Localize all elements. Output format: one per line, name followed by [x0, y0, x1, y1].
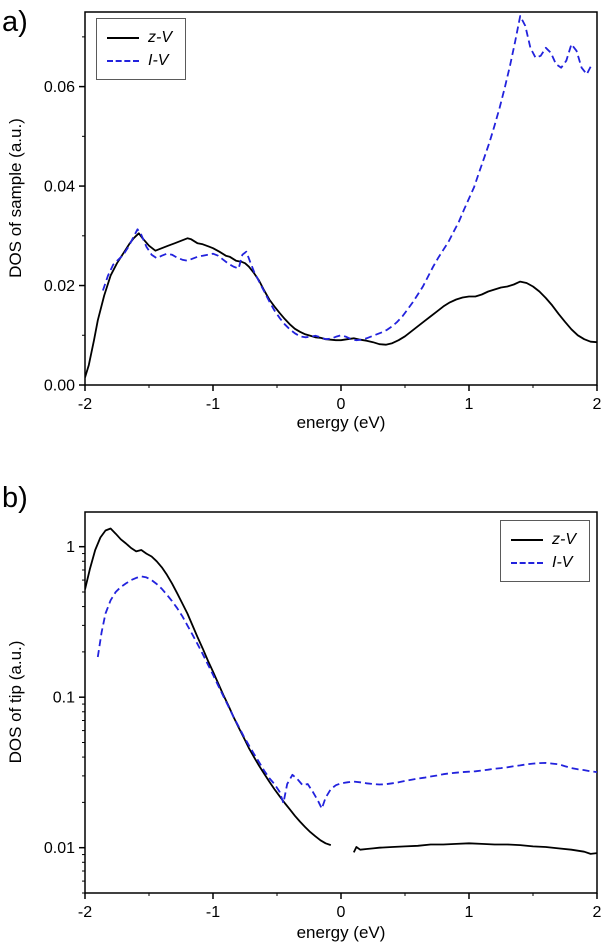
svg-text:1: 1 [465, 396, 474, 413]
legend-line-solid [107, 36, 139, 39]
panel-b-y-axis-title: DOS of tip (a.u.) [6, 640, 25, 764]
panel-a-y-axis-title: DOS of sample (a.u.) [6, 118, 25, 278]
svg-text:0: 0 [337, 396, 346, 413]
legend-line-solid [511, 538, 543, 541]
svg-text:1: 1 [465, 904, 474, 921]
svg-text:0.1: 0.1 [53, 690, 75, 707]
svg-text:-2: -2 [78, 396, 92, 413]
panel-b: -2 -1 0 1 2 0.01 0.1 1 b) DOS of tip (a.u.) ene… [0, 470, 605, 951]
svg-text:2: 2 [593, 396, 602, 413]
svg-text:2: 2 [593, 904, 602, 921]
svg-text:-2: -2 [78, 904, 92, 921]
legend-entry: I-V [511, 551, 576, 574]
panel-a-svg: -2 -1 0 1 2 0.00 0.02 0.04 0.06 [44, 11, 602, 413]
svg-text:0.02: 0.02 [44, 278, 75, 295]
panel-a-x-axis-title: energy (eV) [296, 413, 386, 432]
legend-entry: z-V [511, 528, 576, 551]
svg-text:0: 0 [337, 904, 346, 921]
svg-text:1: 1 [66, 539, 75, 556]
legend-entry: z-V [107, 26, 172, 49]
panel-b-label: b) [2, 482, 28, 514]
panel-a: -2 -1 0 1 2 0.00 0.02 0.04 0.06 a) DOS of sample… [0, 0, 605, 470]
legend-label-zv: z-V [552, 530, 576, 548]
svg-text:0.01: 0.01 [44, 840, 75, 857]
panel-b-svg: -2 -1 0 1 2 0.01 0.1 1 [44, 511, 602, 921]
svg-text:-1: -1 [206, 904, 220, 921]
svg-text:0.06: 0.06 [44, 79, 75, 96]
panel-b-x-axis-title: energy (eV) [296, 923, 386, 942]
legend-line-dashed [511, 561, 543, 564]
svg-text:0.04: 0.04 [44, 179, 75, 196]
panel-b-legend: z-V I-V [500, 520, 590, 582]
legend-label-iv: I-V [552, 553, 573, 571]
legend-line-dashed [107, 59, 139, 62]
legend-label-zv: z-V [148, 28, 172, 46]
svg-text:-1: -1 [206, 396, 220, 413]
svg-text:0.00: 0.00 [44, 378, 75, 395]
panel-a-label: a) [2, 6, 28, 38]
legend-entry: I-V [107, 49, 172, 72]
legend-label-iv: I-V [148, 51, 169, 69]
panel-a-legend: z-V I-V [96, 18, 186, 80]
